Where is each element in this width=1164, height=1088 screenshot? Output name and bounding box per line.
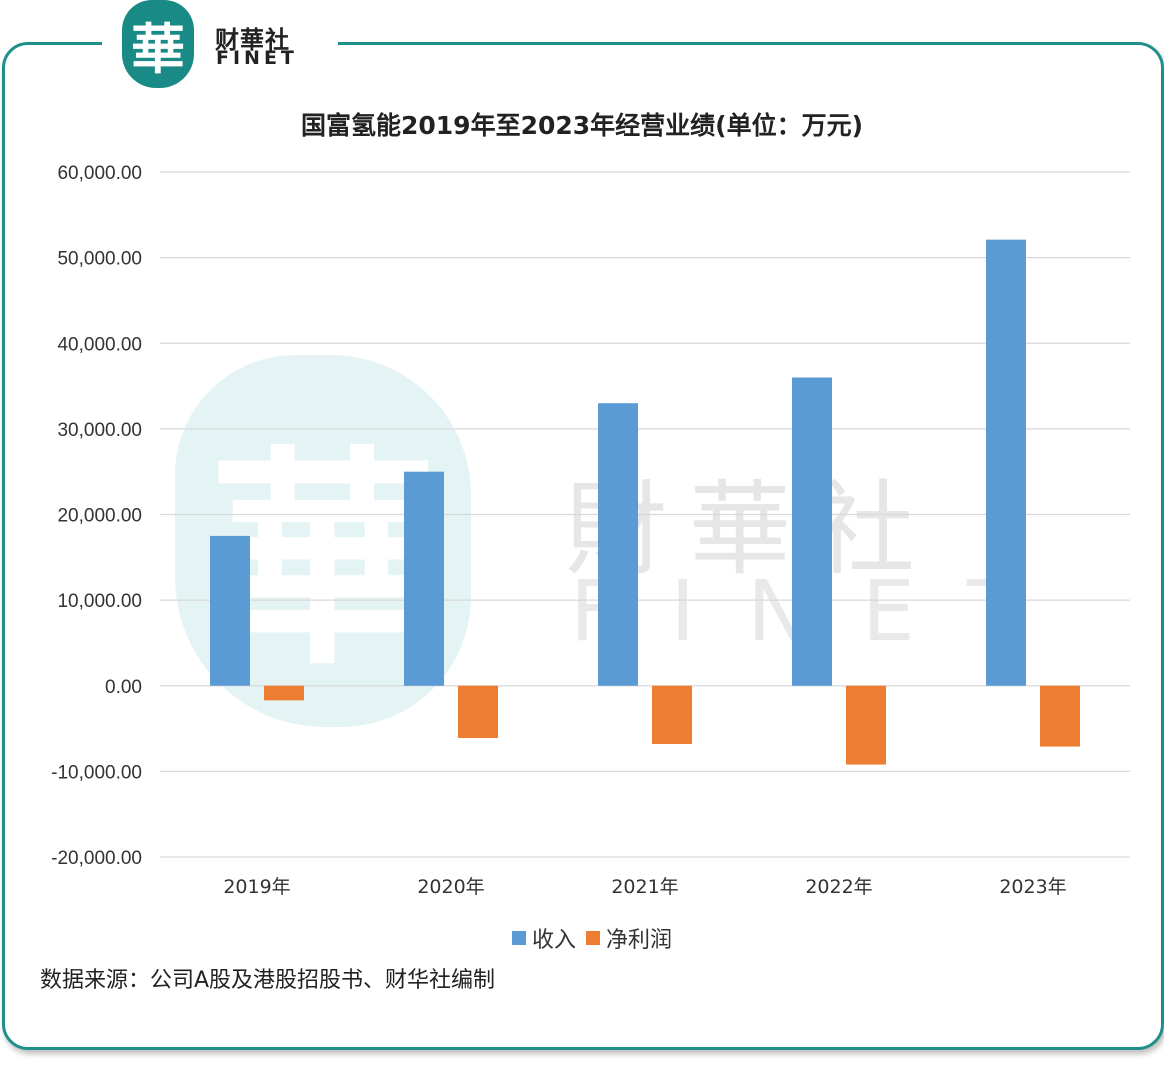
y-tick-label: 20,000.00	[57, 506, 142, 527]
chart-title: 国富氢能2019年至2023年经营业绩(单位：万元)	[300, 111, 863, 140]
source-note: 数据来源：公司A股及港股招股书、财华社编制	[40, 968, 496, 993]
y-axis-labels: 60,000.00 50,000.00 40,000.00 30,000.00 20,0…	[51, 163, 142, 869]
finet-seal-logo: 華	[122, 0, 194, 88]
bar-net-profit	[458, 685, 498, 738]
bar-layer	[210, 239, 1080, 765]
y-tick-label: 30,000.00	[57, 420, 142, 441]
y-tick-label: 60,000.00	[57, 163, 142, 184]
bar-net-profit	[652, 685, 692, 744]
x-tick-label: 2023年	[999, 876, 1066, 898]
y-tick-label: 10,000.00	[57, 591, 142, 612]
x-tick-label: 2021年	[611, 876, 678, 898]
bar-revenue	[598, 403, 638, 686]
bar-net-profit	[264, 685, 304, 701]
brand-name-en: FINET	[216, 47, 298, 69]
legend-swatch-revenue	[512, 931, 526, 945]
legend-label-net-profit: 净利润	[606, 928, 673, 953]
legend-item-revenue: 收入	[512, 922, 576, 954]
x-tick-label: 2020年	[417, 876, 484, 898]
y-tick-label: -10,000.00	[51, 762, 142, 783]
y-tick-label: 0.00	[105, 677, 142, 698]
x-tick-label: 2022年	[805, 876, 872, 898]
grid-layer	[160, 171, 1130, 858]
legend: 收入 净利润	[512, 922, 682, 954]
legend-item-net-profit: 净利润	[586, 922, 672, 954]
y-tick-label: 40,000.00	[57, 334, 142, 355]
legend-label-revenue: 收入	[532, 928, 577, 953]
y-tick-label: -20,000.00	[51, 848, 142, 869]
bar-revenue	[404, 471, 444, 686]
bar-revenue	[792, 377, 832, 686]
x-axis-labels: 2019年 2020年 2021年 2022年 2023年	[223, 876, 1066, 898]
y-tick-label: 50,000.00	[57, 249, 142, 270]
legend-swatch-net-profit	[586, 931, 601, 945]
x-tick-label: 2019年	[223, 876, 290, 898]
bar-revenue	[986, 239, 1026, 686]
brand-name-cn: 财華社	[215, 26, 290, 54]
bar-revenue	[210, 535, 250, 686]
bar-net-profit	[846, 685, 886, 765]
bar-net-profit	[1040, 685, 1080, 747]
